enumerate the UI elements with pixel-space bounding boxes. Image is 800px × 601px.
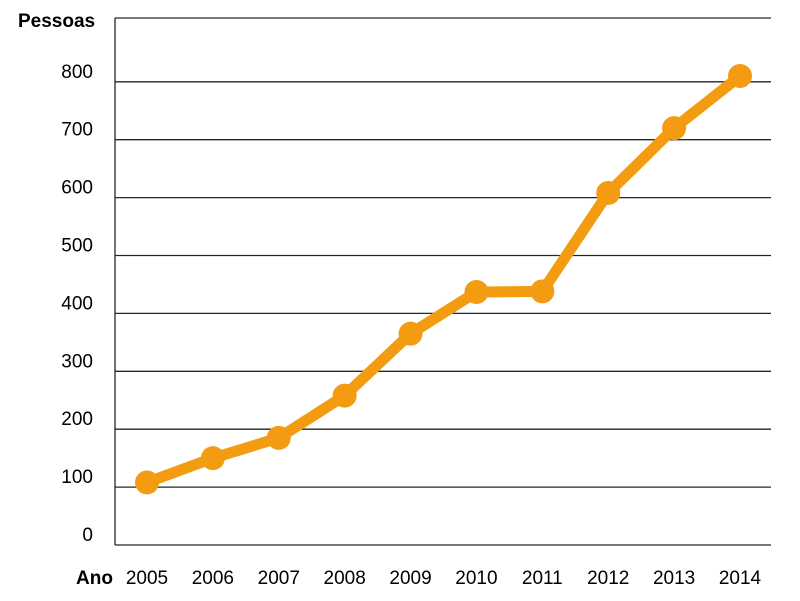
y-tick-label: 300 (61, 351, 93, 372)
y-tick-label: 400 (61, 293, 93, 314)
x-tick-label: 2011 (522, 568, 563, 589)
data-point (530, 279, 555, 304)
x-tick-label: 2013 (653, 568, 695, 589)
x-tick-labels: 2005 2006 2007 2008 2009 2010 2011 2012 2013 2014 (126, 568, 762, 589)
series-group (135, 64, 752, 495)
series-line (141, 70, 746, 488)
x-tick-label: 2010 (455, 568, 497, 589)
x-tick-label: 2008 (324, 568, 366, 589)
data-point (200, 446, 225, 471)
y-axis-title: Pessoas (18, 11, 95, 32)
x-axis-title: Ano (76, 568, 113, 589)
y-tick-label: 600 (61, 178, 93, 199)
data-point (398, 321, 423, 346)
x-tick-label: 2005 (126, 568, 168, 589)
data-point (662, 116, 687, 141)
y-tick-label: 500 (61, 236, 93, 257)
data-point (596, 180, 621, 205)
y-tick-label: 800 (61, 62, 93, 83)
x-tick-label: 2006 (192, 568, 234, 589)
data-point (332, 383, 357, 408)
y-tick-label: 200 (61, 409, 93, 430)
data-point (135, 470, 159, 495)
x-tick-label: 2009 (389, 568, 431, 589)
x-tick-label: 2012 (587, 568, 629, 589)
x-tick-label: 2014 (719, 568, 762, 589)
data-point (266, 425, 291, 450)
data-point (728, 64, 752, 89)
y-tick-label: 0 (82, 525, 93, 546)
y-tick-label: 700 (61, 120, 93, 141)
y-tick-labels: 0 100 200 300 400 500 600 700 800 (61, 62, 93, 546)
y-tick-label: 100 (61, 467, 93, 488)
data-point (464, 279, 489, 304)
x-tick-label: 2007 (258, 568, 300, 589)
